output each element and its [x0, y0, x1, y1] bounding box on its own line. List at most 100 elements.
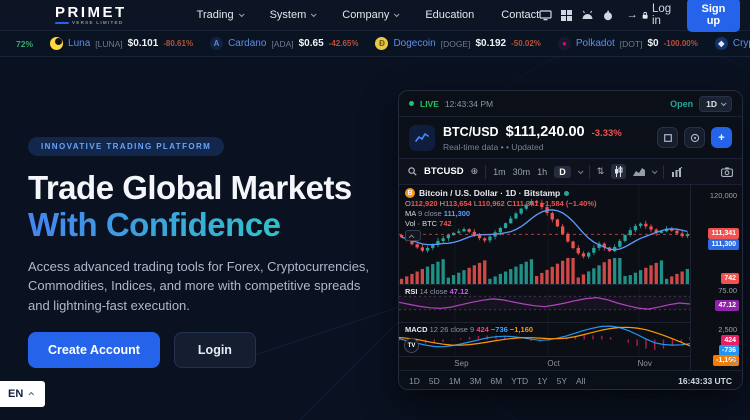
live-label: LIVE — [420, 98, 439, 109]
range-3m[interactable]: 3M — [469, 375, 482, 386]
hero-badge: INNOVATIVE TRADING PLATFORM — [28, 137, 225, 156]
ticker-item-cronos[interactable]: ◆ Crypto.com Chain [CRO] $0.149 -6.97% — [714, 37, 750, 50]
macd-pane[interactable]: MACD 12 26 close 9 424 −736 −1,160 TV — [399, 323, 690, 356]
toolbar-divider — [663, 164, 665, 179]
candlestick-style-icon[interactable] — [611, 164, 627, 179]
macd-signal-badge: -1,160 — [713, 355, 739, 366]
pair-label: BTC/USD — [443, 124, 499, 139]
nav-item-company[interactable]: Company — [342, 9, 400, 21]
desktop-app-icon[interactable] — [539, 9, 552, 21]
login-link[interactable]: → Log in — [626, 3, 672, 27]
tradingview-logo[interactable]: TV — [404, 338, 419, 353]
live-dot-icon — [409, 101, 414, 106]
range-1y[interactable]: 1Y — [537, 375, 548, 386]
symbol-search[interactable]: BTCUSD — [424, 166, 464, 177]
add-button[interactable]: + — [711, 127, 732, 148]
luna-coin-icon — [50, 37, 64, 50]
chevron-down-icon — [720, 99, 727, 106]
apple-icon[interactable] — [603, 10, 613, 21]
ohlc-row: O112,920 H113,654 L110,962 C111,341 −1,5… — [405, 199, 597, 208]
toolbar-divider — [588, 164, 590, 179]
trading-chart-card: LIVE 12:43:34 PM Open 1D BTC/USD $111,24… — [398, 90, 743, 390]
toolbar-divider — [485, 164, 487, 179]
ticker-item-polkadot[interactable]: ● Polkadot [DOT] $0 -100.00% — [557, 37, 698, 50]
nav-item-system[interactable]: System — [270, 9, 317, 21]
sort-arrows-icon[interactable]: ⇅ — [596, 166, 605, 176]
ticker-item-luna[interactable]: Luna [LUNA] $0.101 -80.61% — [50, 37, 193, 50]
axis-label-sep: Sep — [454, 359, 469, 368]
chevron-down-icon — [652, 167, 658, 174]
scale-label: 75.00 — [718, 286, 737, 295]
volume-indicator-row: Vol · BTC 742 — [405, 219, 452, 228]
area-chart-icon[interactable] — [633, 167, 646, 176]
create-account-button[interactable]: Create Account — [28, 332, 160, 369]
rsi-badge: 47.12 — [715, 300, 739, 311]
windows-icon[interactable] — [561, 9, 573, 21]
price-scale[interactable]: 120,000 111,341 111,300 742 75.00 47.12 … — [690, 185, 742, 370]
ticker-item-dogecoin[interactable]: Ð Dogecoin [DOGE] $0.192 -50.02% — [375, 37, 541, 50]
time-axis[interactable]: Sep Oct Nov — [399, 356, 690, 370]
scale-label: 120,000 — [709, 191, 737, 200]
dogecoin-coin-icon: Ð — [375, 37, 389, 50]
nav-menu: Trading System Company Education Contact — [197, 9, 540, 21]
range-6m[interactable]: 6M — [490, 375, 503, 386]
crypto-ticker-bar: 72% Luna [LUNA] $0.101 -80.61% A Cardano… — [0, 30, 750, 57]
nav-item-education[interactable]: Education — [425, 9, 475, 21]
logo-title: PRIMET — [55, 3, 127, 21]
target-button[interactable] — [684, 127, 705, 148]
market-status: Open — [670, 98, 694, 109]
language-selector[interactable]: EN — [0, 381, 46, 407]
macd-chart — [399, 323, 690, 356]
chart-live-header: LIVE 12:43:34 PM Open 1D — [399, 91, 742, 117]
ma-price-badge: 111,300 — [708, 239, 739, 250]
chevron-down-icon — [394, 11, 400, 18]
chart-plot-area[interactable]: B Bitcoin / U.S. Dollar · 1D · Bitstamp … — [399, 185, 690, 370]
chart-symbol-header: BTC/USD $111,240.00 -3.33% Real-time dat… — [399, 117, 742, 159]
chart-icon — [409, 124, 435, 151]
timeframe-1d-selected[interactable]: D — [554, 165, 571, 178]
range-all[interactable]: All — [576, 375, 586, 386]
interval-dropdown[interactable]: 1D — [699, 95, 732, 112]
top-navigation: PRIMET VERSE LIMITED Trading System Comp… — [0, 0, 750, 32]
logo[interactable]: PRIMET VERSE LIMITED — [55, 5, 127, 26]
logo-accent-bar — [55, 21, 69, 25]
price-pane[interactable]: B Bitcoin / U.S. Dollar · 1D · Bitstamp … — [399, 185, 690, 285]
timeframe-1h[interactable]: 1h — [537, 166, 548, 177]
camera-icon[interactable] — [721, 166, 733, 177]
scale-label: 2,500 — [718, 325, 737, 334]
range-selector-bar: 1D 5D 1M 3M 6M YTD 1Y 5Y All 16:43:33 UT… — [399, 370, 742, 389]
rsi-pane[interactable]: RSI 14 close 47.12 — [399, 285, 690, 323]
scale-settings-icon[interactable] — [728, 357, 738, 367]
android-icon[interactable] — [581, 10, 594, 20]
chart-legend-title: B Bitcoin / U.S. Dollar · 1D · Bitstamp — [405, 188, 570, 198]
rsi-indicator-row: RSI 14 close 47.12 — [405, 287, 469, 296]
cronos-coin-icon: ◆ — [714, 37, 728, 50]
utc-clock: 16:43:33 UTC — [678, 375, 732, 386]
signup-button[interactable]: Sign up — [686, 0, 740, 32]
nav-item-contact[interactable]: Contact — [501, 9, 540, 21]
range-5d[interactable]: 5D — [428, 375, 440, 386]
range-5y[interactable]: 5Y — [556, 375, 567, 386]
hero-description: Access advanced trading tools for Forex,… — [28, 258, 370, 313]
range-ytd[interactable]: YTD — [511, 375, 529, 386]
fullscreen-button[interactable] — [657, 127, 678, 148]
lock-icon — [642, 11, 648, 19]
search-icon[interactable] — [408, 167, 417, 176]
ticker-item-cardano[interactable]: A Cardano [ADA] $0.65 -42.65% — [210, 37, 358, 50]
pair-change: -3.33% — [591, 127, 622, 139]
rsi-chart — [399, 285, 690, 322]
compare-add-icon[interactable]: ⊕ — [470, 166, 479, 176]
live-time: 12:43:34 PM — [444, 98, 494, 109]
axis-label-nov: Nov — [637, 359, 652, 368]
collapse-legend-button[interactable] — [405, 230, 421, 241]
range-1m[interactable]: 1M — [448, 375, 461, 386]
timeframe-30m[interactable]: 30m — [512, 166, 531, 177]
candlestick-chart — [399, 185, 690, 284]
indicators-icon[interactable] — [671, 166, 683, 177]
range-1d[interactable]: 1D — [409, 375, 420, 386]
last-price-badge: 111,341 — [708, 228, 739, 239]
timeframe-1m[interactable]: 1m — [493, 166, 506, 177]
login-button[interactable]: Login — [173, 332, 256, 369]
nav-item-trading[interactable]: Trading — [197, 9, 245, 21]
hero-title: Trade Global Markets With Confidence — [28, 169, 352, 244]
